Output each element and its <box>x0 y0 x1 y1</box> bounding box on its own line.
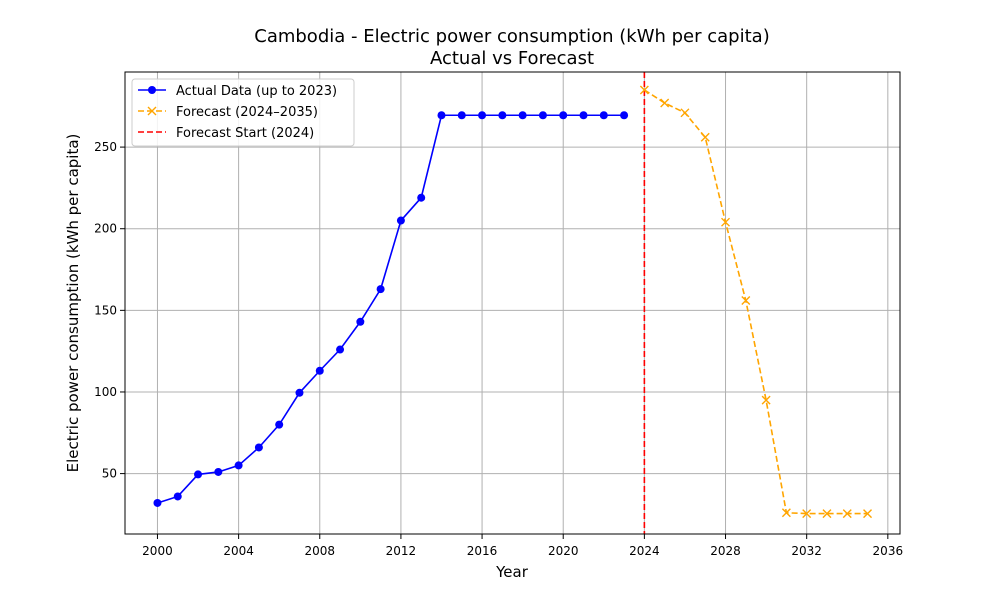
series-layer <box>153 85 873 519</box>
actual-series <box>153 111 629 507</box>
forecast-data-point <box>842 509 852 519</box>
legend-label-forecast: Forecast (2024–2035) <box>176 105 318 120</box>
forecast-data-point <box>660 98 670 108</box>
x-tick-label: 2016 <box>467 544 498 558</box>
actual-data-point <box>194 470 203 479</box>
actual-data-point <box>620 111 629 120</box>
actual-data-point <box>214 467 223 476</box>
plot-area <box>124 71 901 535</box>
forecast-data-point <box>721 217 731 227</box>
actual-data-point <box>579 111 588 120</box>
actual-data-point <box>396 216 405 225</box>
legend-box <box>131 78 355 147</box>
forecast-data-point <box>700 132 710 142</box>
forecast-data-point <box>822 509 832 519</box>
x-tick-label: 2000 <box>142 544 173 558</box>
actual-data-point <box>417 193 426 202</box>
x-tick-label: 2004 <box>223 544 254 558</box>
actual-data-point <box>153 498 162 507</box>
actual-data-point <box>437 111 446 120</box>
actual-series-line <box>157 114 625 504</box>
x-axis-label: Year <box>495 563 529 581</box>
actual-data-point <box>538 111 547 120</box>
forecast-data-point <box>781 508 791 518</box>
actual-data-point <box>376 285 385 294</box>
forecast-data-point <box>680 108 690 118</box>
actual-data-point <box>234 461 243 470</box>
legend: Actual Data (up to 2023) Forecast (2024–… <box>131 78 355 147</box>
y-tick-label: 150 <box>94 303 117 317</box>
x-tick-label: 2036 <box>873 544 904 558</box>
legend-marker-actual <box>148 86 156 94</box>
actual-data-point <box>478 111 487 120</box>
x-tick-label: 2032 <box>791 544 822 558</box>
legend-marker-forecast <box>147 106 157 116</box>
forecast-data-point <box>639 85 649 95</box>
actual-data-point <box>336 345 345 354</box>
y-tick-label: 200 <box>94 222 117 236</box>
y-axis-label: Electric power consumption (kWh per capi… <box>64 134 82 473</box>
actual-data-point <box>498 111 507 120</box>
actual-data-point <box>254 443 263 452</box>
x-tick-label: 2012 <box>386 544 417 558</box>
forecast-data-point <box>761 395 771 405</box>
x-tick-label: 2028 <box>710 544 741 558</box>
actual-data-point <box>173 492 182 501</box>
chart-title: Cambodia - Electric power consumption (k… <box>254 26 769 47</box>
actual-data-point <box>599 111 608 120</box>
forecast-series-line <box>643 89 868 515</box>
y-tick-label: 50 <box>102 467 117 481</box>
x-tick-label: 2024 <box>629 544 660 558</box>
grid-lines <box>125 72 900 534</box>
forecast-data-point <box>863 509 873 519</box>
legend-label-actual: Actual Data (up to 2023) <box>176 84 337 99</box>
x-tick-label: 2020 <box>548 544 579 558</box>
actual-data-point <box>457 111 466 120</box>
actual-data-point <box>295 388 304 397</box>
y-ticks: 50 100 150 200 250 <box>94 140 125 481</box>
actual-data-point <box>356 317 365 326</box>
y-tick-label: 250 <box>94 140 117 154</box>
actual-data-point <box>518 111 527 120</box>
actual-data-point <box>315 366 324 375</box>
forecast-data-point <box>741 296 751 306</box>
actual-data-point <box>559 111 568 120</box>
x-tick-label: 2008 <box>304 544 335 558</box>
y-tick-label: 100 <box>94 385 117 399</box>
forecast-series <box>639 85 873 519</box>
actual-data-point <box>275 420 284 429</box>
legend-label-forecast-start: Forecast Start (2024) <box>176 126 314 141</box>
x-ticks: 2000 2004 2008 2012 2016 2020 2024 2028 2032 2036 <box>142 534 903 558</box>
chart-subtitle: Actual vs Forecast <box>430 48 594 69</box>
forecast-data-point <box>802 509 812 519</box>
